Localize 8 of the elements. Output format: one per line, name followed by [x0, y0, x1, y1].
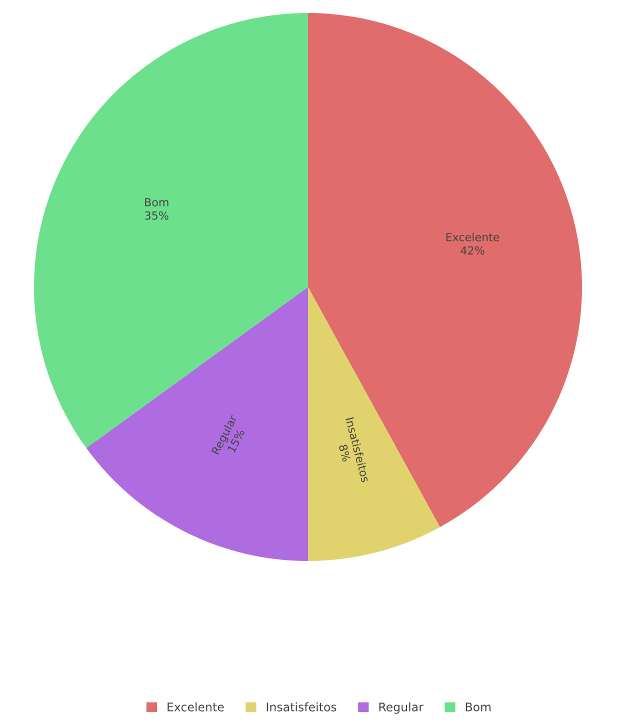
legend-label: Bom — [466, 702, 491, 712]
data-label: 35% — [145, 211, 168, 220]
data-label: 42% — [460, 246, 484, 255]
slice-label: Bom — [145, 198, 168, 206]
slice-label: Excelente — [446, 232, 500, 242]
legend-label: Excelente — [168, 702, 224, 712]
legend-label: Insatisfeitos — [266, 702, 336, 712]
legend-label: Regular — [379, 702, 424, 714]
